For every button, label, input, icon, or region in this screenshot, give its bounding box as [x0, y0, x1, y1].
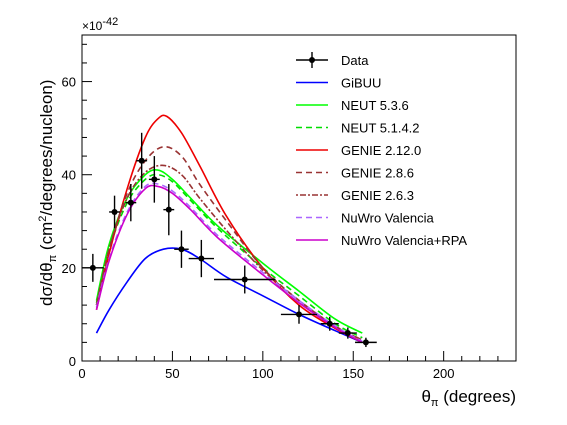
- y-multiplier: ×10-42: [82, 16, 118, 33]
- x-tick-label: 200: [433, 366, 455, 381]
- legend-marker: [309, 57, 315, 63]
- data-marker: [166, 207, 172, 213]
- legend: Data GiBUU NEUT 5.3.6 NEUT 5.1.4.2 GENIE 2.1…: [296, 52, 467, 248]
- y-tick-label: 60: [62, 75, 76, 90]
- data-marker: [139, 158, 145, 164]
- legend-entry: NuWro Valencia+RPA: [296, 233, 467, 248]
- legend-label: NEUT 5.1.4.2: [341, 121, 420, 136]
- legend-label: GENIE 2.8.6: [341, 166, 414, 181]
- data-marker: [128, 200, 134, 206]
- data-marker: [327, 321, 333, 327]
- x-tick-label: 150: [342, 366, 364, 381]
- data-marker: [178, 246, 184, 252]
- legend-entry: GENIE 2.12.0: [296, 143, 421, 158]
- x-tick-label: 100: [252, 366, 274, 381]
- x-axis-title: θπ (degrees): [421, 387, 516, 409]
- y-tick-label: 40: [62, 168, 76, 183]
- series-line-nuwro-valencia-rpa: [97, 185, 363, 342]
- legend-entry: NuWro Valencia: [296, 211, 434, 226]
- data-points: [82, 133, 377, 347]
- legend-label: GiBUU: [341, 76, 381, 91]
- axis-ticks: 0 50 100 150 200 0 20 40 60: [62, 44, 516, 381]
- data-point: [189, 240, 214, 277]
- data-marker: [345, 330, 351, 336]
- x-tick-label: 50: [165, 366, 179, 381]
- data-marker: [90, 265, 96, 271]
- legend-label: Data: [341, 53, 369, 68]
- legend-label: GENIE 2.6.3: [341, 188, 414, 203]
- series-line-genie-2-8-6: [97, 147, 363, 340]
- y-axis-title: dσ/dθπ (cm2/degrees/nucleon): [37, 80, 59, 306]
- data-marker: [198, 256, 204, 262]
- legend-entry: GiBUU: [296, 76, 381, 91]
- series-line-neut-5-3-6: [97, 170, 363, 333]
- y-tick-label: 20: [62, 261, 76, 276]
- legend-entry: NEUT 5.1.4.2: [296, 121, 420, 136]
- legend-label: NEUT 5.3.6: [341, 98, 409, 113]
- data-marker: [112, 209, 118, 215]
- data-marker: [151, 176, 157, 182]
- data-point: [174, 231, 188, 268]
- data-marker: [296, 311, 302, 317]
- legend-entry: NEUT 5.3.6: [296, 98, 409, 113]
- data-marker: [363, 339, 369, 345]
- legend-label: NuWro Valencia+RPA: [341, 233, 467, 248]
- series-line-gibuu: [97, 248, 363, 342]
- legend-label: GENIE 2.12.0: [341, 143, 421, 158]
- legend-entry: GENIE 2.6.3: [296, 188, 414, 203]
- data-marker: [242, 277, 248, 283]
- legend-entry: GENIE 2.8.6: [296, 166, 414, 181]
- data-point: [149, 156, 160, 203]
- legend-entry: Data: [296, 52, 369, 68]
- x-tick-label: 0: [78, 366, 85, 381]
- y-tick-label: 0: [69, 354, 76, 369]
- legend-label: NuWro Valencia: [341, 211, 434, 226]
